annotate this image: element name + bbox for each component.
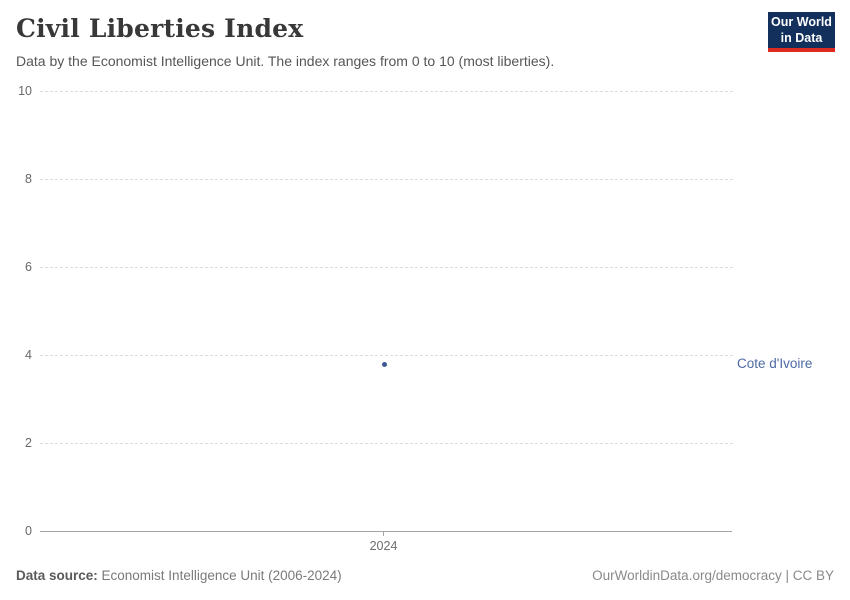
y-tick-label-2: 2: [25, 436, 32, 450]
page-title: Civil Liberties Index: [16, 14, 304, 43]
data-source-value: Economist Intelligence Unit (2006-2024): [97, 568, 342, 583]
gridline-row-8: 8: [0, 170, 850, 188]
data-source-note: Data source: Economist Intelligence Unit…: [16, 568, 342, 583]
gridline-row-10: 10: [0, 82, 850, 100]
chart-footer: Data source: Economist Intelligence Unit…: [16, 568, 834, 583]
gridline-6: [40, 267, 733, 268]
x-axis-tick-2024: [383, 531, 384, 536]
y-tick-label-8: 8: [25, 172, 32, 186]
gridline-10: [40, 91, 733, 92]
chart-subtitle: Data by the Economist Intelligence Unit.…: [16, 53, 555, 69]
y-tick-label-6: 6: [25, 260, 32, 274]
gridline-row-4: 4: [0, 346, 850, 364]
owid-license-link[interactable]: OurWorldinData.org/democracy | CC BY: [592, 568, 834, 583]
owid-logo-line2: in Data: [780, 31, 823, 45]
gridline-4: [40, 355, 733, 356]
gridline-2: [40, 443, 733, 444]
gridline-row-2: 2: [0, 434, 850, 452]
entity-label-cote-divoire[interactable]: Cote d'Ivoire: [737, 356, 813, 371]
data-point-cote-divoire-2024[interactable]: [382, 362, 387, 367]
data-source-label: Data source:: [16, 568, 98, 583]
y-tick-label-0: 0: [25, 524, 32, 538]
y-tick-label-10: 10: [18, 84, 32, 98]
gridline-row-6: 6: [0, 258, 850, 276]
owid-logo[interactable]: Our World in Data: [768, 12, 835, 52]
x-tick-label-2024: 2024: [369, 539, 398, 553]
x-axis-line: [40, 531, 732, 532]
y-tick-label-4: 4: [25, 348, 32, 362]
owid-logo-line1: Our World: [771, 14, 832, 29]
gridline-8: [40, 179, 733, 180]
